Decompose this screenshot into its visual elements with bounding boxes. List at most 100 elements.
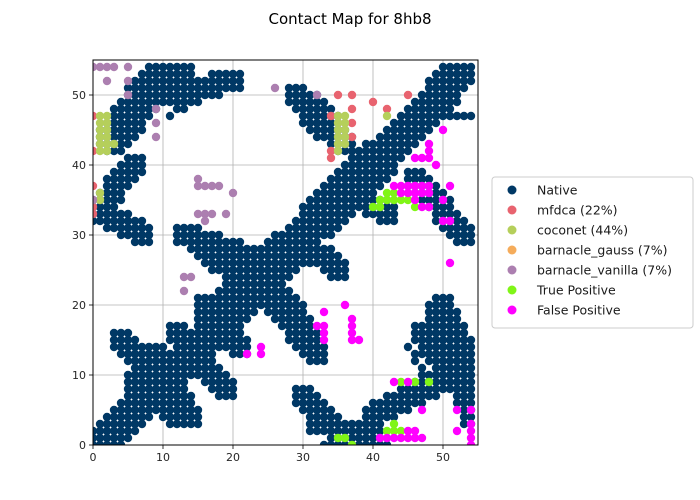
native-point <box>214 76 224 86</box>
native-point <box>249 286 259 296</box>
native-point <box>361 181 371 191</box>
native-point <box>165 62 175 72</box>
native-point <box>326 426 336 436</box>
native-point <box>340 272 350 282</box>
native-point <box>312 125 322 135</box>
mfdca-22-point <box>403 90 413 100</box>
native-point <box>361 195 371 205</box>
native-point <box>228 321 238 331</box>
native-point <box>466 370 476 380</box>
native-point <box>452 356 462 366</box>
false-positive-point <box>410 426 420 436</box>
native-point <box>158 83 168 93</box>
native-point <box>452 76 462 86</box>
mfdca-22-point <box>368 97 378 107</box>
native-point <box>319 223 329 233</box>
native-point <box>179 83 189 93</box>
native-point <box>333 419 343 429</box>
native-point <box>193 335 203 345</box>
legend-marker <box>507 205 517 215</box>
native-point <box>249 279 259 289</box>
native-point <box>193 237 203 247</box>
native-point <box>347 433 357 443</box>
native-point <box>312 335 322 345</box>
native-point <box>305 125 315 135</box>
native-point <box>375 181 385 191</box>
native-point <box>235 342 245 352</box>
native-point <box>305 391 315 401</box>
native-point <box>214 328 224 338</box>
native-point <box>137 118 147 128</box>
native-point <box>452 391 462 401</box>
native-point <box>368 419 378 429</box>
native-point <box>123 125 133 135</box>
native-point <box>298 104 308 114</box>
native-point <box>179 398 189 408</box>
native-point <box>228 314 238 324</box>
native-point <box>424 83 434 93</box>
native-point <box>116 181 126 191</box>
barnacle-vanilla-7-point <box>102 62 112 72</box>
native-point <box>186 405 196 415</box>
native-point <box>172 384 182 394</box>
barnacle-vanilla-7-point <box>151 132 161 142</box>
native-point <box>193 314 203 324</box>
native-point <box>452 349 462 359</box>
native-point <box>319 104 329 114</box>
native-point <box>340 426 350 436</box>
native-point <box>305 244 315 254</box>
native-point <box>172 419 182 429</box>
native-point <box>116 223 126 233</box>
native-point <box>291 398 301 408</box>
native-point <box>214 244 224 254</box>
native-point <box>410 328 420 338</box>
native-point <box>431 391 441 401</box>
native-point <box>298 307 308 317</box>
native-point <box>445 335 455 345</box>
native-point <box>319 426 329 436</box>
native-point <box>207 251 217 261</box>
native-point <box>123 104 133 114</box>
native-point <box>263 272 273 282</box>
native-point <box>417 321 427 331</box>
native-point <box>186 356 196 366</box>
native-point <box>291 90 301 100</box>
native-point <box>242 272 252 282</box>
barnacle-vanilla-7-point <box>123 62 133 72</box>
native-point <box>228 293 238 303</box>
native-point <box>347 426 357 436</box>
native-point <box>375 167 385 177</box>
native-point <box>109 426 119 436</box>
native-point <box>459 223 469 233</box>
native-point <box>207 321 217 331</box>
native-point <box>228 307 238 317</box>
native-point <box>375 426 385 436</box>
coconet-44-point <box>333 118 343 128</box>
native-point <box>137 419 147 429</box>
native-point <box>109 216 119 226</box>
native-point <box>452 328 462 338</box>
native-point <box>165 111 175 121</box>
native-point <box>410 384 420 394</box>
native-point <box>298 244 308 254</box>
native-point <box>256 244 266 254</box>
native-point <box>186 237 196 247</box>
native-point <box>305 111 315 121</box>
native-point <box>130 391 140 401</box>
native-point <box>319 398 329 408</box>
false-positive-point <box>417 433 427 443</box>
native-point <box>410 104 420 114</box>
native-point <box>200 251 210 261</box>
native-point <box>228 328 238 338</box>
native-point <box>305 398 315 408</box>
native-point <box>207 69 217 79</box>
barnacle-vanilla-7-point <box>312 90 322 100</box>
native-point <box>228 286 238 296</box>
native-point <box>305 97 315 107</box>
native-point <box>466 391 476 401</box>
native-point <box>354 174 364 184</box>
native-point <box>459 391 469 401</box>
barnacle-vanilla-7-point <box>123 90 133 100</box>
native-point <box>326 251 336 261</box>
native-point <box>361 146 371 156</box>
